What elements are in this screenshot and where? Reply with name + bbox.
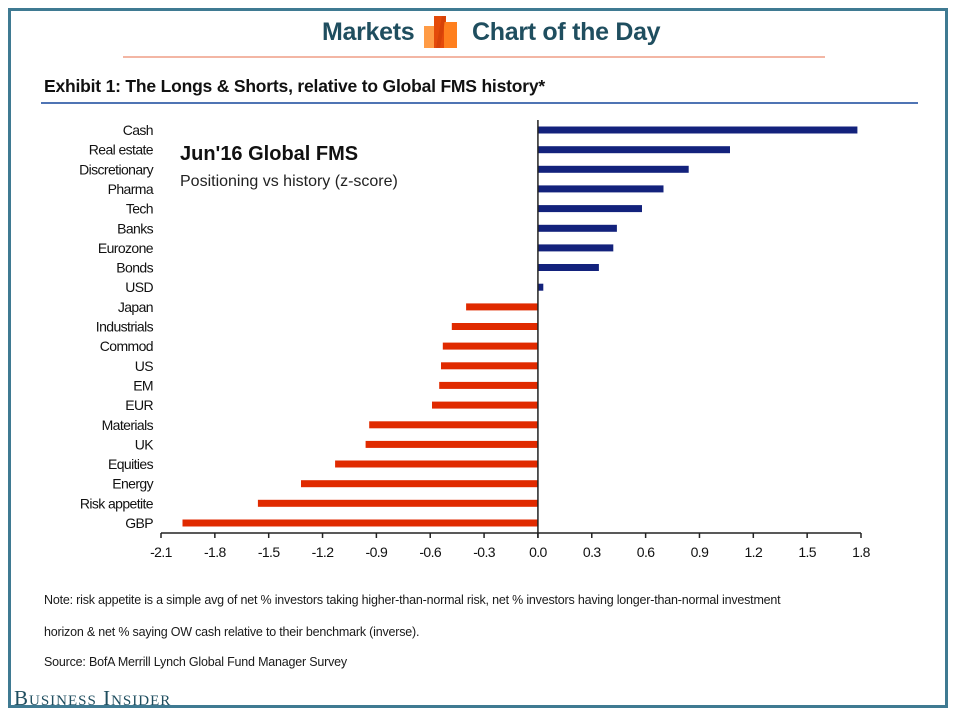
- bar-us: [441, 362, 538, 370]
- exhibit-title: Exhibit 1: The Longs & Shorts, relative …: [44, 76, 545, 96]
- bar-pharma: [537, 185, 664, 193]
- chart-subtitle: Positioning vs history (z-score): [180, 173, 398, 190]
- header: Markets Chart of the Day: [0, 16, 960, 56]
- x-tick-label: -0.9: [366, 544, 389, 560]
- note-line-1: Note: risk appetite is a simple avg of n…: [44, 593, 781, 607]
- bar-risk-appetite: [257, 499, 538, 507]
- x-tick-label: 0.6: [637, 544, 655, 560]
- category-label: UK: [135, 436, 155, 452]
- bar-eur: [432, 401, 538, 409]
- x-tick-label: 1.5: [798, 544, 816, 560]
- x-tick-label: -1.2: [312, 544, 335, 560]
- header-divider: [123, 56, 825, 58]
- category-label: GBP: [125, 515, 153, 531]
- outer-frame: [8, 8, 948, 708]
- x-tick-label: -1.5: [258, 544, 281, 560]
- bar-discretionary: [537, 165, 689, 173]
- x-tick-label: 1.2: [744, 544, 762, 560]
- x-tick-label: 0.0: [529, 544, 547, 560]
- bar-gbp: [182, 519, 538, 527]
- x-tick-label: -1.8: [204, 544, 227, 560]
- category-label: USD: [125, 279, 153, 295]
- category-label: Real estate: [89, 142, 154, 158]
- x-tick-label: 0.3: [583, 544, 601, 560]
- category-label: Industrials: [96, 319, 154, 335]
- x-tick-label: 0.9: [691, 544, 709, 560]
- x-axis: -2.1 -1.8 -1.5 -1.2 -0.9 -0.6 -0.3 0.0 0.3 0.6 0.9…: [150, 120, 871, 560]
- source-line: Source: BofA Merrill Lynch Global Fund M…: [44, 655, 347, 669]
- category-label: Japan: [118, 299, 153, 315]
- bar-materials: [369, 421, 538, 429]
- exhibit-divider: [41, 102, 918, 104]
- bar-japan: [466, 303, 538, 311]
- bar-bonds: [537, 264, 599, 271]
- bar-tech: [537, 205, 642, 213]
- header-chart-of-the-day-label: Chart of the Day: [472, 18, 661, 46]
- x-tick-label: -0.6: [419, 544, 442, 560]
- category-label: Energy: [112, 476, 153, 492]
- category-label: Cash: [123, 122, 153, 138]
- category-label: Materials: [102, 417, 154, 433]
- category-label: Equities: [108, 456, 154, 472]
- bar-chart: Jun'16 Global FMS Positioning vs history…: [79, 120, 871, 560]
- category-label: Discretionary: [79, 161, 153, 177]
- bar-eurozone: [537, 244, 614, 252]
- header-markets-label: Markets: [322, 18, 415, 46]
- bar-em: [439, 381, 538, 389]
- category-label: US: [135, 358, 154, 374]
- bar-uk: [365, 440, 538, 448]
- business-insider-logo: Business Insider: [14, 686, 172, 710]
- category-label: Commod: [100, 338, 153, 354]
- category-label: Tech: [126, 201, 153, 217]
- x-tick-label: -0.3: [473, 544, 496, 560]
- bar-energy: [301, 480, 538, 488]
- category-label: Bonds: [116, 260, 153, 276]
- category-labels: Cash Real estate Discretionary Pharma Tech Ba…: [79, 122, 155, 531]
- category-label: Pharma: [108, 181, 154, 197]
- category-label: EM: [133, 377, 153, 393]
- bar-banks: [537, 224, 617, 232]
- x-tick-label: 1.8: [852, 544, 870, 560]
- bar-chart-logo-icon: [424, 16, 460, 48]
- bar-commod: [442, 342, 538, 350]
- chart-title: Jun'16 Global FMS: [180, 143, 358, 165]
- bar-real-estate: [537, 146, 730, 154]
- category-label: Banks: [117, 220, 154, 236]
- bar-equities: [335, 460, 538, 468]
- note-line-2: horizon & net % saying OW cash relative …: [44, 625, 420, 639]
- bar-usd: [537, 283, 544, 291]
- bar-cash: [537, 126, 858, 134]
- x-tick-label: -2.1: [150, 544, 173, 560]
- bars-group: [182, 126, 858, 527]
- bar-industrials: [451, 323, 538, 330]
- category-label: Eurozone: [98, 240, 154, 256]
- category-label: EUR: [125, 397, 153, 413]
- category-label: Risk appetite: [80, 495, 154, 511]
